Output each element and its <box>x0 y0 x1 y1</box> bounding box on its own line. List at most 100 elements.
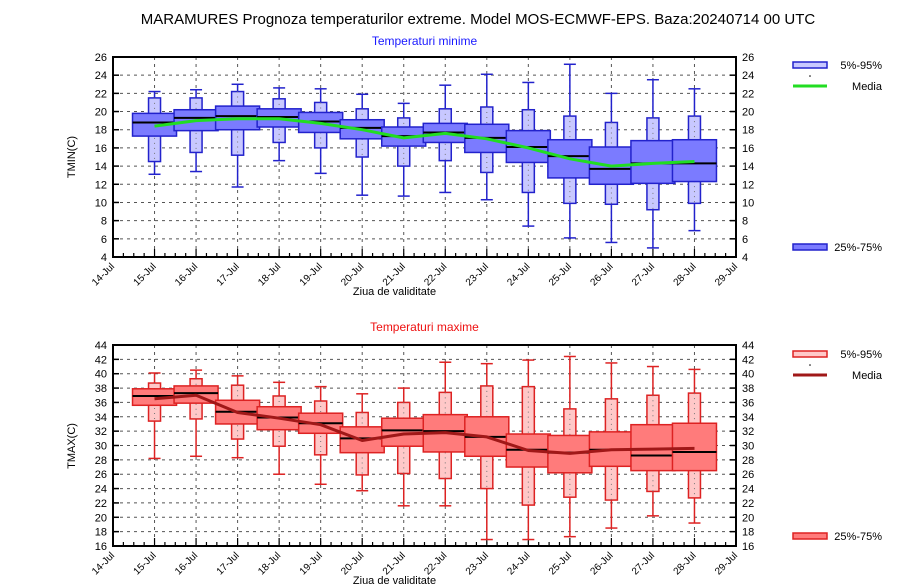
x-tick-label: 23-Jul <box>464 550 491 577</box>
y-tick-label-right: 36 <box>742 397 754 409</box>
box-23-Jul <box>464 362 510 541</box>
y-tick-label-left: 10 <box>95 197 107 209</box>
box-27-Jul <box>630 365 676 517</box>
y-tick-label-right: 30 <box>742 441 754 453</box>
x-tick-label: 20-Jul <box>339 261 366 288</box>
box-28-Jul <box>671 88 718 232</box>
y-tick-label-right: 6 <box>742 234 748 246</box>
y-tick-label-left: 42 <box>95 354 107 366</box>
y-tick-label-left: 20 <box>95 107 107 119</box>
x-tick-label: 20-Jul <box>339 550 366 577</box>
x-tick-label: 26-Jul <box>588 261 615 288</box>
x-tick-label: 14-Jul <box>90 550 117 577</box>
x-tick-label: 22-Jul <box>422 261 449 288</box>
y-tick-label-left: 16 <box>95 541 107 553</box>
y-tick-label-left: 28 <box>95 455 107 467</box>
y-tick-label-right: 28 <box>742 455 754 467</box>
plot-frame <box>112 344 737 547</box>
y-axis-label: TMAX(C) <box>66 423 78 469</box>
y-tick-label-right: 18 <box>742 125 754 137</box>
x-tick-label: 27-Jul <box>630 550 657 577</box>
y-tick-label-left: 36 <box>95 397 107 409</box>
x-axis-label: Ziua de validitate <box>353 286 436 298</box>
box-20-Jul <box>339 393 385 492</box>
y-tick-label-right: 22 <box>742 88 754 100</box>
y-tick-label-left: 44 <box>95 340 107 352</box>
box-25-Jul <box>547 63 593 239</box>
x-tick-label: 26-Jul <box>588 550 615 577</box>
x-tick-label: 29-Jul <box>713 550 740 577</box>
y-tick-label-right: 4 <box>742 252 748 264</box>
legend-label-media: Media <box>852 81 883 93</box>
box-18-Jul <box>256 381 302 475</box>
y-tick-label-left: 6 <box>101 234 107 246</box>
y-tick-label-right: 14 <box>742 161 754 173</box>
legend-label-5-95: 5%-95% <box>840 349 882 361</box>
box-15-Jul <box>131 372 178 460</box>
y-tick-label-left: 24 <box>95 484 107 496</box>
x-tick-label: 21-Jul <box>381 261 408 288</box>
x-tick-label: 16-Jul <box>173 261 200 288</box>
x-tick-label: 17-Jul <box>215 550 242 577</box>
mean-line <box>154 117 695 168</box>
y-axis-label: TMIN(C) <box>66 136 78 178</box>
legend-label-media: Media <box>852 370 883 382</box>
y-tick-label-left: 30 <box>95 441 107 453</box>
x-tick-label: 23-Jul <box>464 261 491 288</box>
y-tick-label-left: 18 <box>95 125 107 137</box>
box-22-Jul <box>422 84 469 194</box>
y-tick-label-left: 16 <box>95 143 107 155</box>
y-tick-label-right: 12 <box>742 179 754 191</box>
box-16-Jul <box>173 369 219 458</box>
y-tick-label-right: 26 <box>742 52 754 64</box>
plot-frame <box>112 56 737 258</box>
box-21-Jul <box>380 102 427 197</box>
legend-label-25-75: 25%-75% <box>834 242 882 254</box>
y-tick-label-left: 12 <box>95 179 107 191</box>
y-tick-label-left: 22 <box>95 498 107 510</box>
box-25-Jul <box>547 355 593 538</box>
box-17-Jul <box>214 83 261 188</box>
box-24-Jul <box>505 81 552 227</box>
legend-dot <box>809 75 811 77</box>
y-tick-label-left: 8 <box>101 216 107 228</box>
y-tick-label-right: 40 <box>742 369 754 381</box>
box-18-Jul <box>256 87 302 162</box>
y-tick-label-right: 38 <box>742 383 754 395</box>
legend-label-5-95: 5%-95% <box>840 60 882 72</box>
legend-dot <box>809 364 811 366</box>
chart-subtitle: Temperaturi minime <box>372 34 478 48</box>
y-tick-label-right: 26 <box>742 469 754 481</box>
box-25-75 <box>671 138 718 183</box>
mean-line <box>154 393 695 455</box>
y-tick-label-right: 8 <box>742 216 748 228</box>
box-20-Jul <box>339 93 385 196</box>
x-tick-label: 18-Jul <box>256 550 283 577</box>
x-tick-label: 16-Jul <box>173 550 200 577</box>
x-tick-label: 21-Jul <box>381 550 408 577</box>
y-tick-label-right: 24 <box>742 484 754 496</box>
box-26-Jul <box>588 92 635 244</box>
x-tick-label: 24-Jul <box>505 550 532 577</box>
x-tick-label: 17-Jul <box>215 261 242 288</box>
y-tick-label-right: 10 <box>742 197 754 209</box>
x-tick-label: 15-Jul <box>132 261 159 288</box>
x-tick-label: 15-Jul <box>132 550 159 577</box>
y-tick-label-right: 20 <box>742 512 754 524</box>
y-tick-label-left: 22 <box>95 88 107 100</box>
x-tick-label: 19-Jul <box>298 261 325 288</box>
y-tick-label-right: 32 <box>742 426 754 438</box>
legend-swatch-5-95 <box>792 350 828 358</box>
x-tick-label: 29-Jul <box>713 261 740 288</box>
y-tick-label-right: 18 <box>742 527 754 539</box>
tmin-panel: Temperaturi minime 4 4 6 6 8 8 10 10 12 12 14 14 16 16… <box>66 34 883 298</box>
y-tick-label-left: 40 <box>95 369 107 381</box>
x-tick-label: 28-Jul <box>672 550 699 577</box>
y-tick-label-left: 32 <box>95 426 107 438</box>
y-tick-label-right: 34 <box>742 412 754 424</box>
x-tick-label: 27-Jul <box>630 261 657 288</box>
x-tick-label: 25-Jul <box>547 550 574 577</box>
y-tick-label-left: 20 <box>95 512 107 524</box>
legend: 5%-95% Media 25%-75% <box>792 60 883 254</box>
y-tick-label-right: 44 <box>742 340 754 352</box>
